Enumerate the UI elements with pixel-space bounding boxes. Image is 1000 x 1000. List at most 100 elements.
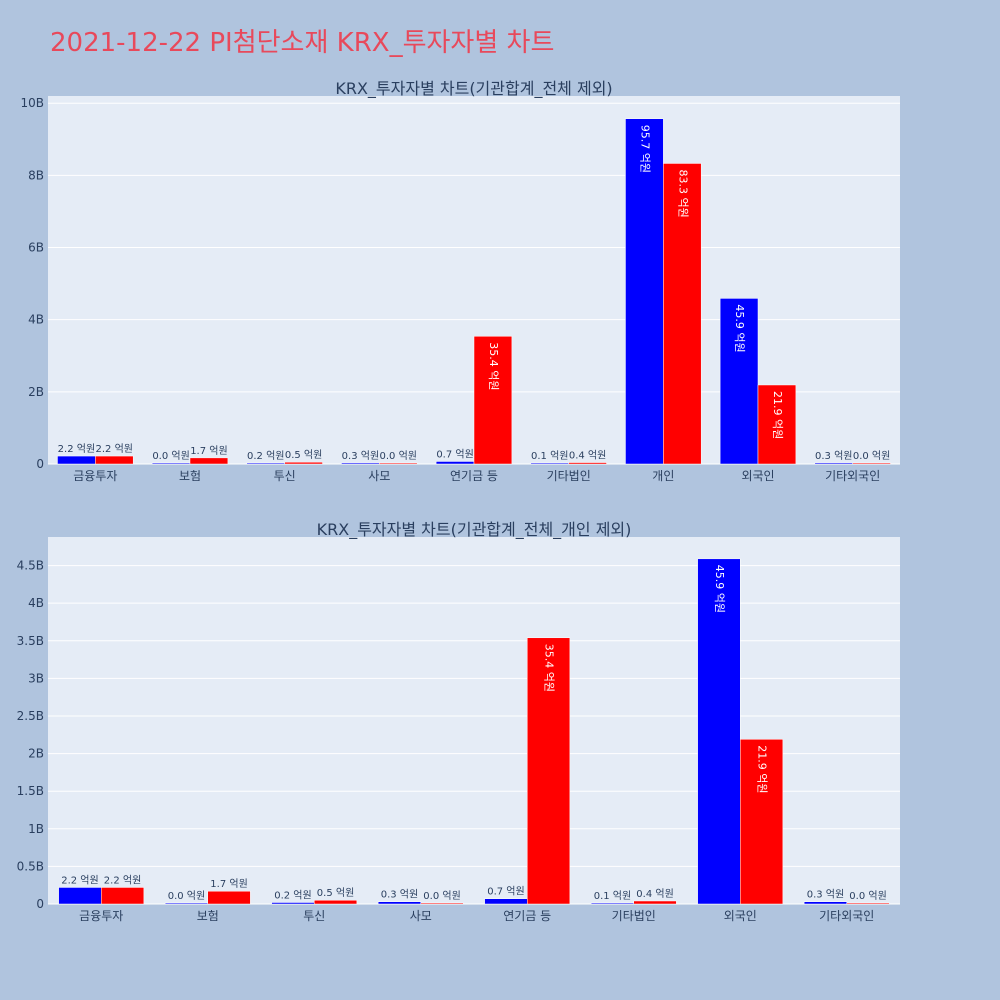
x-tick-label: 보험 [197, 909, 219, 923]
bar [484, 898, 528, 905]
data-label: 0.7 억원 [436, 448, 473, 460]
data-label: 0.4 억원 [636, 888, 673, 900]
y-tick-label: 8B [28, 168, 44, 182]
y-tick-label: 1B [28, 822, 44, 836]
data-label: 0.3 억원 [342, 450, 379, 462]
x-tick-label: 투신 [274, 469, 296, 483]
data-label: 0.0 억원 [168, 890, 205, 902]
x-tick-label: 개인 [652, 469, 674, 483]
bar [568, 462, 607, 465]
y-tick-label: 10B [20, 96, 44, 110]
bar [473, 336, 513, 465]
x-tick-label: 기타법인 [612, 909, 656, 923]
bar [435, 461, 475, 465]
x-tick-label: 보험 [179, 469, 201, 483]
bar [625, 118, 664, 465]
bar [697, 558, 741, 905]
data-label: 0.1 억원 [594, 890, 631, 902]
x-tick-label: 투신 [303, 909, 325, 923]
data-label: 0.5 억원 [317, 887, 354, 899]
y-tick-label: 0 [36, 897, 44, 911]
bar [530, 462, 569, 465]
data-label: 1.7 억원 [190, 445, 227, 457]
data-label: 2.2 억원 [61, 874, 98, 886]
data-label: 0.2 억원 [247, 450, 284, 462]
bar [420, 902, 464, 905]
page-title: 2021-12-22 PI첨단소재 KRX_투자자별 차트 [50, 28, 555, 58]
bar [379, 462, 418, 465]
bar [189, 457, 229, 465]
x-tick-label: 사모 [368, 469, 390, 483]
bar [164, 902, 208, 905]
y-tick-label: 1.5B [17, 784, 44, 798]
bar [527, 637, 571, 905]
data-label: 45.9 억원 [713, 565, 726, 613]
data-label: 2.2 억원 [104, 874, 141, 886]
bar [803, 901, 848, 905]
bar [101, 887, 145, 905]
x-tick-label: 연기금 등 [503, 909, 551, 923]
bar [284, 461, 323, 465]
data-label: 0.0 억원 [423, 890, 460, 902]
bar [151, 462, 191, 465]
data-label: 95.7 억원 [638, 125, 651, 173]
y-tick-label: 4.5B [17, 559, 44, 573]
x-tick-label: 금융투자 [73, 469, 117, 483]
bar [95, 455, 134, 465]
data-label: 0.0 억원 [152, 450, 189, 462]
bar [633, 900, 677, 905]
chart-title: KRX_투자자별 차트(기관합계_전체_개인 제외) [317, 520, 632, 540]
bar [719, 298, 759, 465]
x-tick-label: 연기금 등 [450, 469, 498, 483]
x-tick-label: 기타외국인 [825, 469, 880, 483]
data-label: 0.1 억원 [531, 450, 568, 462]
investor-chart-top: KRX_투자자별 차트(기관합계_전체 제외) 0 2B 4B 6B 8B 10B 금융투자 2… [20, 79, 900, 483]
data-label: 45.9 억원 [733, 304, 746, 352]
y-tick-label: 0 [36, 457, 44, 471]
data-label: 35.4 억원 [543, 644, 556, 692]
data-label: 21.9 억원 [756, 745, 769, 793]
y-tick-label: 4B [28, 596, 44, 610]
bar [590, 902, 635, 905]
data-label: 0.3 억원 [807, 889, 844, 901]
x-tick-label: 외국인 [724, 909, 757, 923]
x-tick-label: 금융투자 [79, 909, 123, 923]
data-label: 2.2 억원 [58, 443, 95, 455]
x-tick-label: 기타외국인 [819, 909, 874, 923]
data-label: 0.3 억원 [815, 450, 852, 462]
data-label: 83.3 억원 [676, 169, 689, 217]
chart-title: KRX_투자자별 차트(기관합계_전체 제외) [335, 79, 612, 99]
data-label: 0.3 억원 [381, 889, 418, 901]
y-tick-label: 3B [28, 671, 44, 685]
bar [207, 890, 251, 905]
bar [663, 163, 702, 465]
investor-chart-bottom: KRX_투자자별 차트(기관합계_전체_개인 제외) 0 0.5B 1B 1.5B 2B 2… [17, 520, 900, 923]
data-label: 0.0 억원 [380, 450, 417, 462]
bar [757, 384, 797, 465]
bar [341, 462, 380, 465]
data-label: 0.2 억원 [274, 889, 311, 901]
bar [740, 739, 784, 905]
data-label: 0.4 억원 [569, 450, 606, 462]
bar [814, 462, 853, 465]
data-label: 21.9 억원 [771, 391, 784, 439]
bar [377, 901, 421, 905]
data-label: 0.5 억원 [285, 449, 322, 461]
y-tick-label: 6B [28, 241, 44, 255]
bar [271, 902, 315, 905]
bar [58, 887, 102, 905]
data-label: 2.2 억원 [96, 443, 133, 455]
y-tick-label: 2B [28, 747, 44, 761]
bar [852, 462, 891, 465]
y-tick-label: 3.5B [17, 634, 44, 648]
y-tick-label: 2B [28, 385, 44, 399]
x-tick-label: 사모 [410, 909, 432, 923]
data-label: 1.7 억원 [210, 878, 247, 890]
bar [846, 902, 890, 905]
data-label: 0.0 억원 [853, 450, 890, 462]
y-tick-label: 4B [28, 313, 44, 327]
x-tick-label: 기타법인 [547, 469, 591, 483]
data-label: 0.0 억원 [849, 890, 886, 902]
x-tick-label: 외국인 [741, 469, 774, 483]
data-label: 35.4 억원 [487, 342, 500, 390]
